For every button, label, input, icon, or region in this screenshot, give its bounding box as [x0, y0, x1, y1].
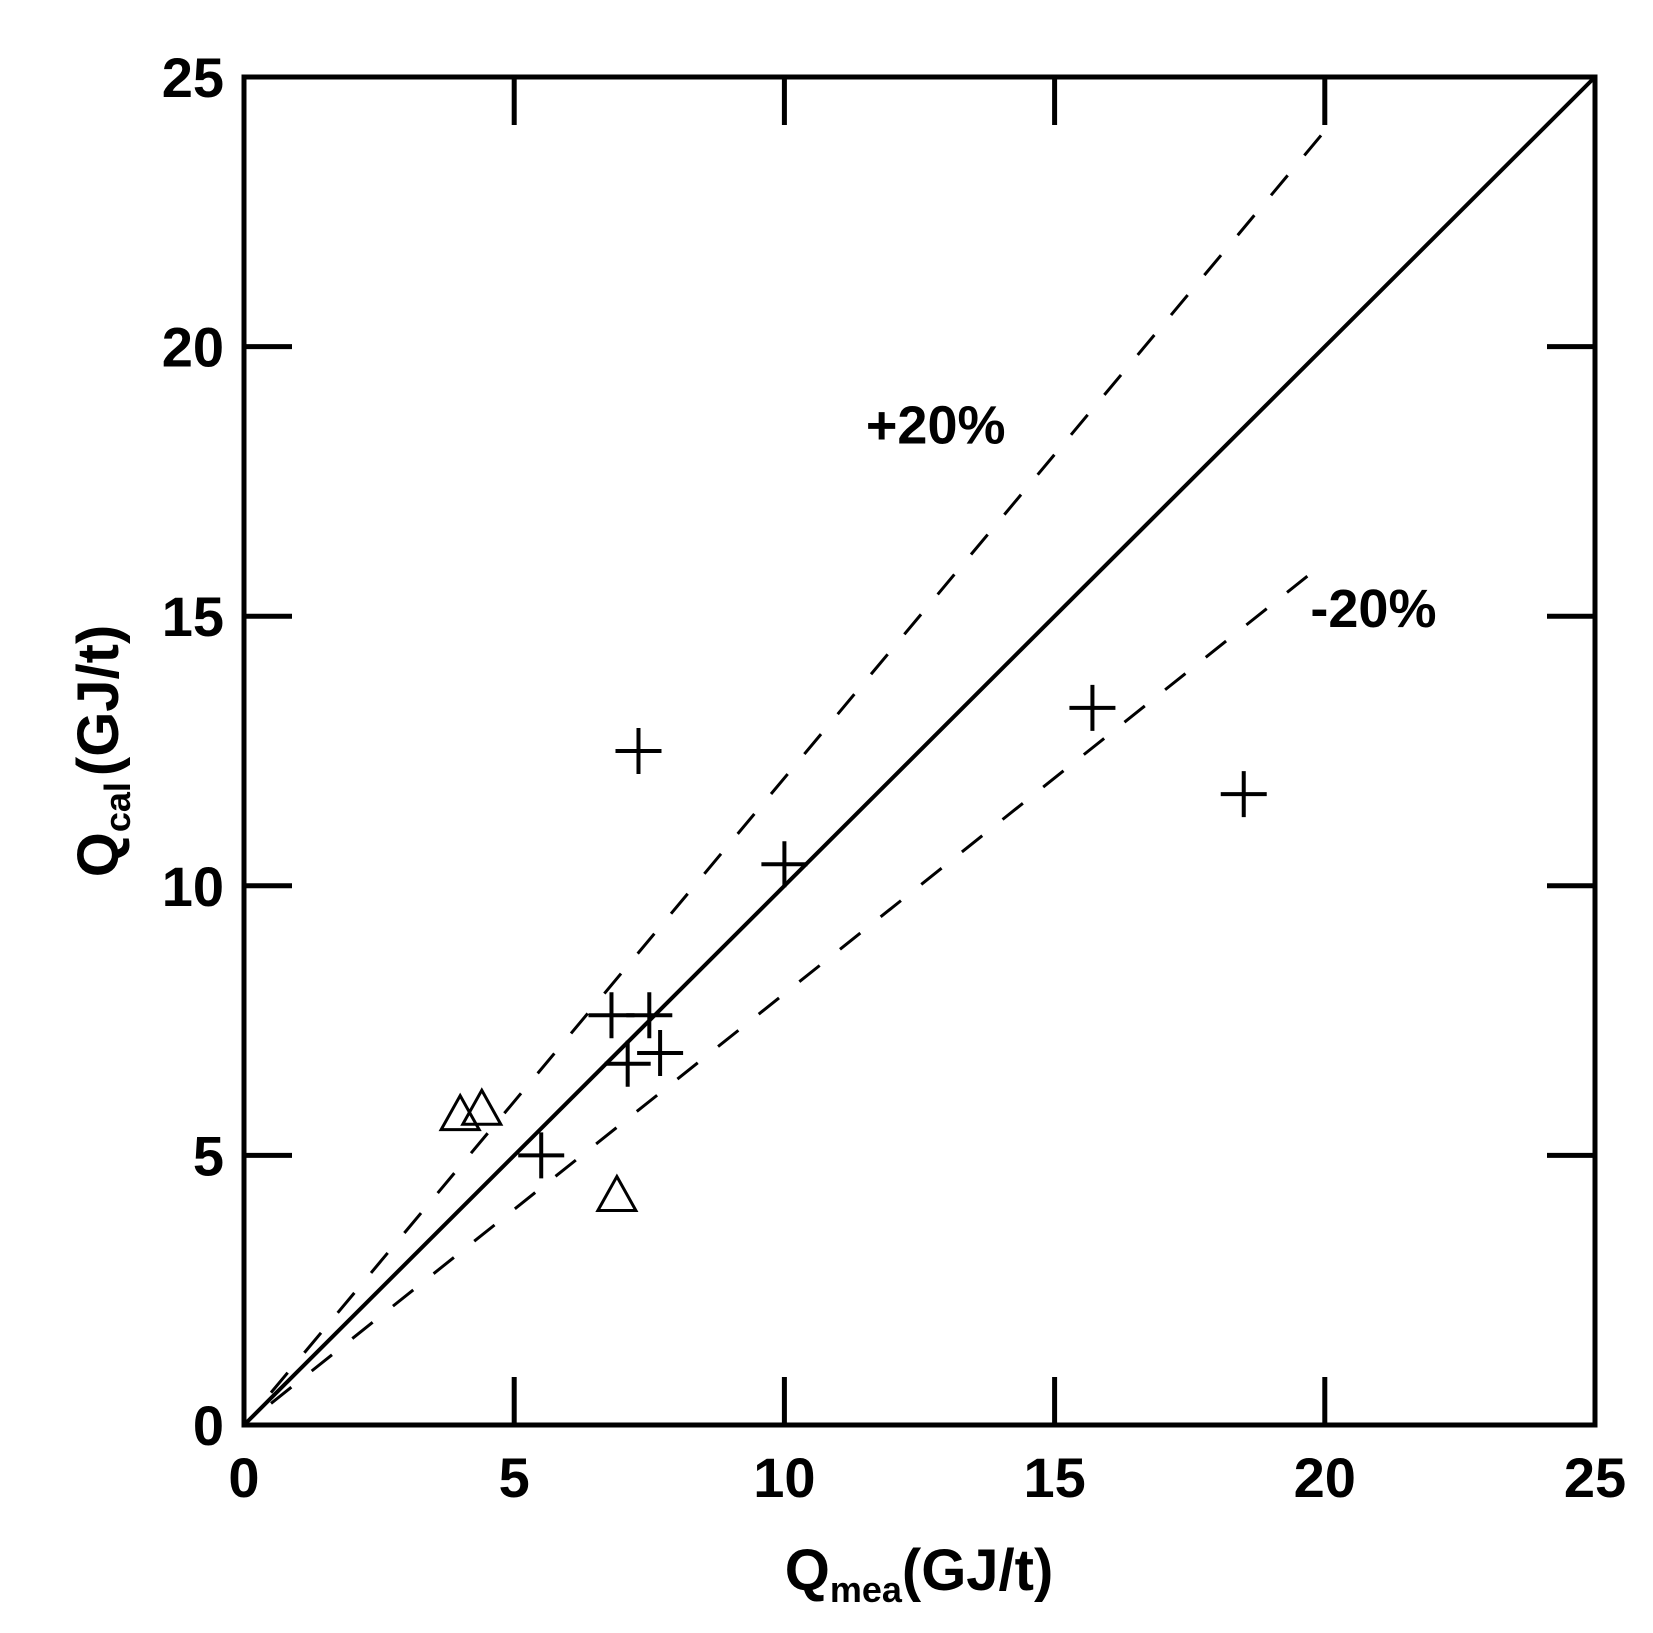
x-tick-label: 5 — [499, 1446, 530, 1509]
x-tick-label: 0 — [228, 1446, 259, 1509]
x-axis-label-main: Q — [785, 1538, 830, 1603]
x-axis-label-unit: (GJ/t) — [902, 1538, 1053, 1603]
x-tick-label: 10 — [753, 1446, 815, 1509]
axis-ticks — [241, 74, 1598, 1428]
y-axis-label-unit: (GJ/t) — [66, 625, 131, 776]
y-axis-label-sub: cal — [97, 782, 138, 832]
reference-line-label: +20% — [866, 396, 1006, 456]
x-tick-label: 20 — [1294, 1446, 1356, 1509]
line-labels: +20% -20% — [866, 396, 1437, 639]
data-point-plus — [604, 1040, 651, 1087]
data-point-triangle — [595, 1173, 639, 1213]
y-tick-labels: 0 5 10 15 20 25 — [162, 46, 224, 1457]
y-tick-label: 5 — [193, 1124, 224, 1187]
reference-lines — [242, 75, 1597, 1427]
data-point-plus — [518, 1132, 565, 1179]
reference-line-dashed-1 — [269, 129, 1326, 1394]
y-tick-label: 25 — [162, 46, 224, 109]
data-point-plus — [761, 841, 808, 888]
data-point-plus — [1220, 771, 1267, 818]
reference-line-label: -20% — [1310, 579, 1436, 639]
data-point-plus — [615, 728, 662, 774]
y-tick-label: 20 — [162, 316, 224, 379]
y-axis-label-main: Q — [66, 832, 131, 877]
x-tick-labels: 0 5 10 15 20 25 — [228, 1446, 1626, 1509]
x-axis-label: Qmea(GJ/t) — [785, 1538, 1054, 1610]
x-tick-label: 15 — [1023, 1446, 1085, 1509]
plot-frame — [241, 74, 1598, 1428]
data-point-triangle — [460, 1087, 504, 1126]
data-points — [438, 684, 1267, 1213]
y-tick-label: 0 — [193, 1394, 224, 1457]
reference-line-solid-0 — [242, 75, 1597, 1427]
reference-line-dashed-2 — [270, 561, 1326, 1405]
y-axis-label: Qcal (GJ/t) — [66, 625, 138, 878]
data-point-plus — [1069, 684, 1116, 731]
data-point-plus — [626, 992, 673, 1039]
x-axis-label-sub: mea — [830, 1569, 903, 1610]
x-tick-label: 25 — [1564, 1446, 1626, 1509]
y-tick-label: 15 — [162, 585, 224, 648]
data-point-plus — [637, 1029, 684, 1076]
y-tick-label: 10 — [162, 855, 224, 918]
